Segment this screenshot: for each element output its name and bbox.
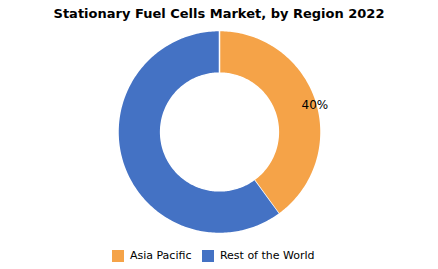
html-text:Asia Pacific: Asia Pacific bbox=[129, 249, 192, 262]
svg-text:40%: 40% bbox=[302, 98, 329, 112]
html-text:Stationary Fuel Cells Market,: Stationary Fuel Cells Market, by Region … bbox=[53, 6, 385, 21]
html-text:Rest of the World: Rest of the World bbox=[219, 249, 315, 262]
